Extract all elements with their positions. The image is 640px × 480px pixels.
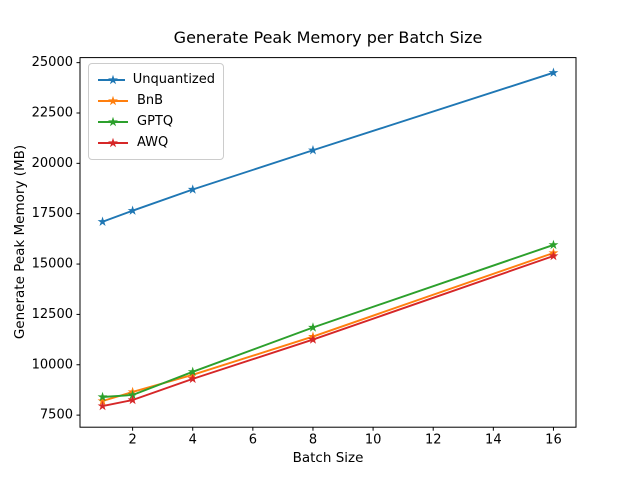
legend-sample [98,116,128,126]
legend-sample [98,74,125,84]
y-tick-label: 7500 [40,408,73,423]
x-tick-label: 8 [309,432,317,447]
data-point-star-marker-unquantized [548,67,559,77]
data-point-star-marker-awq [127,394,138,405]
star-marker-icon [108,74,118,84]
x-tick-label: 14 [485,432,502,447]
x-tick-label: 12 [425,432,442,447]
legend-sample [98,137,128,147]
chart-title: Generate Peak Memory per Batch Size [173,28,483,47]
legend-sample [98,95,128,105]
y-tick-label: 10000 [32,357,73,372]
data-point-star-marker-gptq [548,239,559,250]
plot-area [79,57,577,428]
legend-item-gptq: GPTQ [97,111,215,132]
x-tick-label: 10 [365,432,382,447]
legend-item-awq: AWQ [97,132,215,153]
data-point-star-marker-unquantized [97,216,108,226]
y-tick-label: 20000 [32,156,73,171]
series-line-gptq [101,243,555,398]
series-line-bnb [101,252,555,402]
legend-label: BnB [137,93,164,108]
star-marker-icon [108,116,118,126]
legend-label: GPTQ [137,114,174,129]
data-point-star-marker-gptq [97,391,108,402]
x-tick-label: 4 [189,432,197,447]
x-axis-label: Batch Size [292,450,364,466]
x-tick-label: 16 [545,432,562,447]
data-point-star-marker-gptq [127,389,138,400]
y-tick-label: 15000 [32,257,73,272]
data-point-star-marker-unquantized [308,145,318,155]
data-point-star-marker-awq [187,373,198,384]
y-tick-label: 25000 [32,55,73,70]
data-point-star-marker-unquantized [187,184,198,194]
y-tick-label: 17500 [32,206,73,221]
data-point-star-marker-awq [97,400,108,411]
legend-item-unquantized: Unquantized [97,69,215,90]
star-marker-icon [108,95,118,105]
data-point-star-marker-bnb [97,395,108,406]
star-marker-icon [108,137,118,147]
data-point-star-marker-awq [548,250,559,261]
data-point-star-marker-awq [308,334,318,344]
legend-label: Unquantized [132,72,215,87]
legend-label: AWQ [137,135,169,150]
data-point-star-marker-unquantized [127,205,138,215]
data-point-star-marker-gptq [187,366,198,377]
x-tick-label: 2 [128,432,136,447]
y-tick-label: 22500 [32,105,73,120]
y-tick-label: 12500 [32,307,73,322]
x-tick-label: 6 [249,432,257,447]
data-point-star-marker-gptq [308,322,318,332]
legend-item-bnb: BnB [97,90,215,111]
legend: Unquantized BnB GPTQ AWQ [88,63,224,160]
